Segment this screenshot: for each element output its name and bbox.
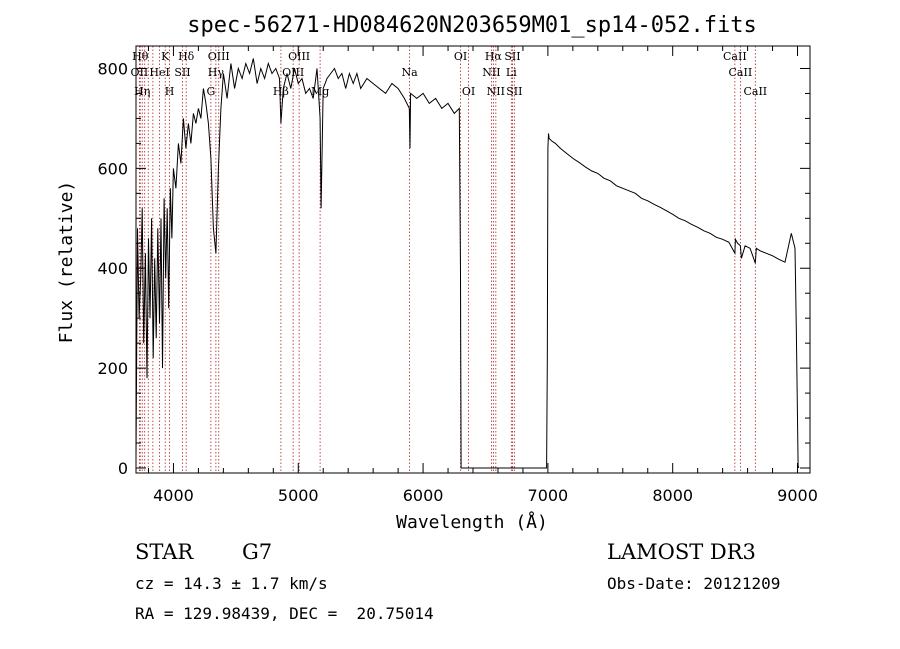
line-marker-label: HeI (149, 66, 169, 79)
coordinates-readout: RA = 129.98439, DEC = 20.75014 (135, 604, 434, 623)
y-tick-label: 800 (97, 59, 128, 78)
x-tick-label: 6000 (403, 486, 444, 505)
line-marker-label: SII (506, 85, 522, 98)
x-tick-label: 8000 (652, 486, 693, 505)
line-marker-label: NII (482, 66, 500, 79)
line-marker-label: Hα (485, 50, 503, 63)
object-class: STAR (135, 540, 194, 564)
line-marker-label: Mg (311, 85, 329, 98)
x-axis-label: Wavelength (Å) (396, 511, 548, 533)
line-marker-label: G (206, 85, 215, 98)
x-tick-labels: 4000 5000 6000 7000 8000 9000 (153, 486, 818, 505)
x-tick-label: 7000 (528, 486, 569, 505)
emission-line-markers (138, 46, 756, 473)
y-tick-label: 600 (97, 159, 128, 178)
line-marker-label: Hγ (208, 66, 225, 79)
line-marker-label: OIII (208, 50, 230, 63)
line-marker-label: SII (504, 50, 520, 63)
x-tick-label: 4000 (153, 486, 194, 505)
emission-line-labels: HθOIIHηHeIKHSIIHδGHγOIIIHβOIIIOIIIMgNaOI… (131, 50, 768, 98)
y-axis-label: Flux (relative) (56, 181, 77, 344)
line-marker-label: NII (487, 85, 505, 98)
axis-ticks (136, 46, 810, 473)
line-marker-label: Hθ (132, 50, 149, 63)
y-tick-label: 400 (97, 259, 128, 278)
chart-title: spec-56271-HD084620N203659M01_sp14-052.f… (187, 13, 757, 38)
line-marker-label: OI (454, 50, 467, 63)
line-marker-label: CaII (723, 50, 747, 63)
line-marker-label: OIII (288, 50, 310, 63)
line-marker-label: CaII (743, 85, 767, 98)
line-marker-label: CaII (729, 66, 753, 79)
x-tick-label: 9000 (777, 486, 818, 505)
x-tick-label: 5000 (278, 486, 319, 505)
line-marker-label: Hη (134, 85, 150, 98)
line-marker-label: Li (506, 66, 517, 79)
line-marker-label: OI (462, 85, 475, 98)
y-tick-labels: 0 200 400 600 800 (97, 59, 128, 478)
line-marker-label: Na (402, 66, 419, 79)
line-marker-label: Hδ (178, 50, 195, 63)
observation-date: Obs-Date: 20121209 (607, 574, 781, 593)
line-marker-label: SII (174, 66, 190, 79)
flux-series-line (135, 58, 800, 469)
plot-frame (135, 45, 811, 474)
survey-name: LAMOST DR3 (607, 540, 756, 564)
y-tick-label: 0 (118, 459, 128, 478)
line-marker-label: OII (131, 66, 149, 79)
spectral-subclass: G7 (242, 540, 273, 564)
line-marker-label: Hβ (273, 85, 289, 98)
line-marker-label: H (165, 85, 175, 98)
redshift-readout: cz = 14.3 ± 1.7 km/s (135, 574, 328, 593)
line-marker-label: K (161, 50, 170, 63)
y-tick-label: 200 (97, 359, 128, 378)
